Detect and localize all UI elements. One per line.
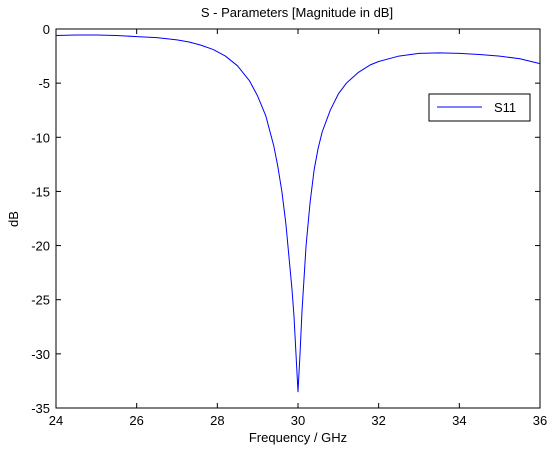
x-tick-label: 36 bbox=[533, 413, 547, 428]
chart-title: S - Parameters [Magnitude in dB] bbox=[201, 5, 393, 20]
x-tick-label: 26 bbox=[129, 413, 143, 428]
y-axis-label: dB bbox=[6, 211, 21, 227]
x-tick-label: 32 bbox=[371, 413, 385, 428]
x-tick-label: 24 bbox=[49, 413, 63, 428]
y-tick-label: -15 bbox=[31, 184, 50, 199]
plot-area bbox=[55, 28, 541, 409]
legend: S11 bbox=[428, 93, 531, 122]
y-tick-label: -30 bbox=[31, 347, 50, 362]
x-axis-ticks: 24 26 28 30 32 34 36 bbox=[49, 29, 547, 428]
x-tick-label: 30 bbox=[291, 413, 305, 428]
y-tick-label: -35 bbox=[31, 401, 50, 416]
legend-entry-s11: S11 bbox=[494, 100, 516, 115]
x-tick-label: 28 bbox=[210, 413, 224, 428]
y-tick-label: -25 bbox=[31, 293, 50, 308]
x-axis-label: Frequency / GHz bbox=[249, 430, 347, 445]
y-tick-label: -20 bbox=[31, 239, 50, 254]
y-tick-label: -5 bbox=[38, 76, 50, 91]
y-tick-label: -10 bbox=[31, 130, 50, 145]
y-axis-ticks: 0 -5 -10 -15 -20 -25 -30 -35 bbox=[31, 22, 540, 416]
series-layer bbox=[55, 34, 541, 393]
y-tick-label: 0 bbox=[43, 22, 50, 37]
x-tick-label: 34 bbox=[452, 413, 466, 428]
series-line-s11 bbox=[55, 34, 541, 393]
